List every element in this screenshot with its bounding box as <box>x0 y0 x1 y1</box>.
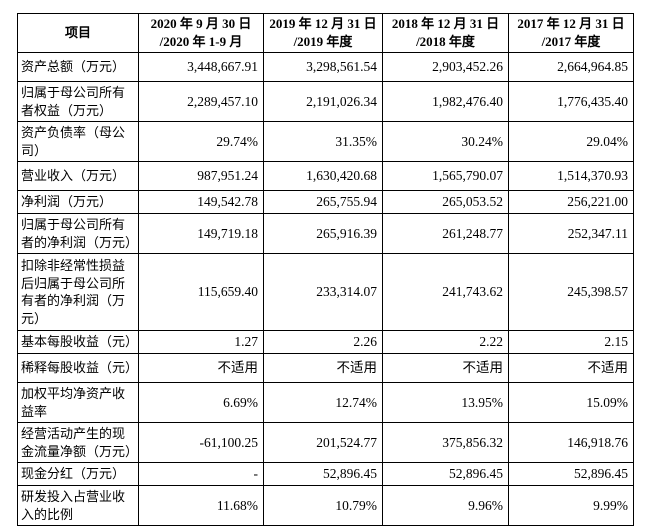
cell-value: 9.99% <box>508 485 634 526</box>
cell-value: 2,289,457.10 <box>138 81 264 122</box>
table-row-debt-ratio: 资产负债率（母公 司） 29.74% 31.35% 30.24% 29.04% <box>17 121 634 162</box>
row-label: 基本每股收益（元） <box>17 330 139 354</box>
row-label: 扣除非经常性损益 后归属于母公司所 有者的净利润（万 元） <box>17 253 139 331</box>
cell-value: -61,100.25 <box>138 422 264 463</box>
column-header-2017: 2017 年 12 月 31 日 /2017 年度 <box>508 13 634 53</box>
cell-value: 1,982,476.40 <box>382 81 509 122</box>
cell-value: 2.26 <box>263 330 383 354</box>
table-row-operating-cash-flow: 经营活动产生的现 金流量净额（万元） -61,100.25 201,524.77… <box>17 422 634 463</box>
row-label: 营业收入（万元） <box>17 161 139 191</box>
row-label: 现金分红（万元） <box>17 462 139 486</box>
table-row-net-profit: 净利润（万元） 149,542.78 265,755.94 265,053.52… <box>17 190 634 214</box>
cell-value: 11.68% <box>138 485 264 526</box>
cell-value: 241,743.62 <box>382 253 509 331</box>
row-label: 资产总额（万元） <box>17 52 139 82</box>
row-label: 加权平均净资产收 益率 <box>17 382 139 423</box>
cell-value: 52,896.45 <box>508 462 634 486</box>
column-header-2018: 2018 年 12 月 31 日 /2018 年度 <box>382 13 509 53</box>
cell-value: 不适用 <box>382 353 509 383</box>
cell-value: 265,053.52 <box>382 190 509 214</box>
header-row: 项目 2020 年 9 月 30 日 /2020 年 1-9 月 2019 年 … <box>17 13 634 53</box>
cell-value: 252,347.11 <box>508 213 634 254</box>
table-row-total-assets: 资产总额（万元） 3,448,667.91 3,298,561.54 2,903… <box>17 52 634 82</box>
cell-value: 149,542.78 <box>138 190 264 214</box>
cell-value: 13.95% <box>382 382 509 423</box>
cell-value: 115,659.40 <box>138 253 264 331</box>
row-label: 稀释每股收益（元） <box>17 353 139 383</box>
cell-value: 10.79% <box>263 485 383 526</box>
cell-value: 3,298,561.54 <box>263 52 383 82</box>
financial-summary-document: 项目 2020 年 9 月 30 日 /2020 年 1-9 月 2019 年 … <box>17 13 634 526</box>
column-header-2020: 2020 年 9 月 30 日 /2020 年 1-9 月 <box>138 13 264 53</box>
financial-summary-table: 项目 2020 年 9 月 30 日 /2020 年 1-9 月 2019 年 … <box>17 13 634 526</box>
cell-value: 149,719.18 <box>138 213 264 254</box>
cell-value: 2.22 <box>382 330 509 354</box>
cell-value: 12.74% <box>263 382 383 423</box>
table-row-diluted-eps: 稀释每股收益（元） 不适用 不适用 不适用 不适用 <box>17 353 634 383</box>
cell-value: 6.69% <box>138 382 264 423</box>
cell-value: 1,776,435.40 <box>508 81 634 122</box>
cell-value: 245,398.57 <box>508 253 634 331</box>
cell-value: 1,514,370.93 <box>508 161 634 191</box>
cell-value: 2,903,452.26 <box>382 52 509 82</box>
cell-value: 256,221.00 <box>508 190 634 214</box>
cell-value: 15.09% <box>508 382 634 423</box>
cell-value: 30.24% <box>382 121 509 162</box>
table-row-rd-ratio: 研发投入占营业收 入的比例 11.68% 10.79% 9.96% 9.99% <box>17 485 634 526</box>
row-label: 资产负债率（母公 司） <box>17 121 139 162</box>
cell-value: 2.15 <box>508 330 634 354</box>
cell-value: - <box>138 462 264 486</box>
cell-value: 201,524.77 <box>263 422 383 463</box>
cell-value: 265,916.39 <box>263 213 383 254</box>
cell-value: 1.27 <box>138 330 264 354</box>
table-row-parent-equity: 归属于母公司所有 者权益（万元） 2,289,457.10 2,191,026.… <box>17 81 634 122</box>
row-label: 研发投入占营业收 入的比例 <box>17 485 139 526</box>
cell-value: 987,951.24 <box>138 161 264 191</box>
cell-value: 1,630,420.68 <box>263 161 383 191</box>
column-header-2019: 2019 年 12 月 31 日 /2019 年度 <box>263 13 383 53</box>
row-label: 净利润（万元） <box>17 190 139 214</box>
cell-value: 29.04% <box>508 121 634 162</box>
cell-value: 261,248.77 <box>382 213 509 254</box>
row-label: 归属于母公司所有 者权益（万元） <box>17 81 139 122</box>
cell-value: 2,664,964.85 <box>508 52 634 82</box>
cell-value: 不适用 <box>263 353 383 383</box>
cell-value: 不适用 <box>508 353 634 383</box>
cell-value: 9.96% <box>382 485 509 526</box>
cell-value: 52,896.45 <box>263 462 383 486</box>
table-row-basic-eps: 基本每股收益（元） 1.27 2.26 2.22 2.15 <box>17 330 634 354</box>
cell-value: 31.35% <box>263 121 383 162</box>
table-row-revenue: 营业收入（万元） 987,951.24 1,630,420.68 1,565,7… <box>17 161 634 191</box>
table-row-deducted-net-profit: 扣除非经常性损益 后归属于母公司所 有者的净利润（万 元） 115,659.40… <box>17 253 634 331</box>
column-header-item: 项目 <box>17 13 139 53</box>
cell-value: 146,918.76 <box>508 422 634 463</box>
cell-value: 2,191,026.34 <box>263 81 383 122</box>
row-label: 经营活动产生的现 金流量净额（万元） <box>17 422 139 463</box>
cell-value: 不适用 <box>138 353 264 383</box>
cell-value: 29.74% <box>138 121 264 162</box>
cell-value: 3,448,667.91 <box>138 52 264 82</box>
table-row-weighted-roe: 加权平均净资产收 益率 6.69% 12.74% 13.95% 15.09% <box>17 382 634 423</box>
row-label: 归属于母公司所有 者的净利润（万元） <box>17 213 139 254</box>
cell-value: 265,755.94 <box>263 190 383 214</box>
table-row-cash-dividend: 现金分红（万元） - 52,896.45 52,896.45 52,896.45 <box>17 462 634 486</box>
cell-value: 1,565,790.07 <box>382 161 509 191</box>
cell-value: 52,896.45 <box>382 462 509 486</box>
table-row-parent-net-profit: 归属于母公司所有 者的净利润（万元） 149,719.18 265,916.39… <box>17 213 634 254</box>
cell-value: 375,856.32 <box>382 422 509 463</box>
cell-value: 233,314.07 <box>263 253 383 331</box>
